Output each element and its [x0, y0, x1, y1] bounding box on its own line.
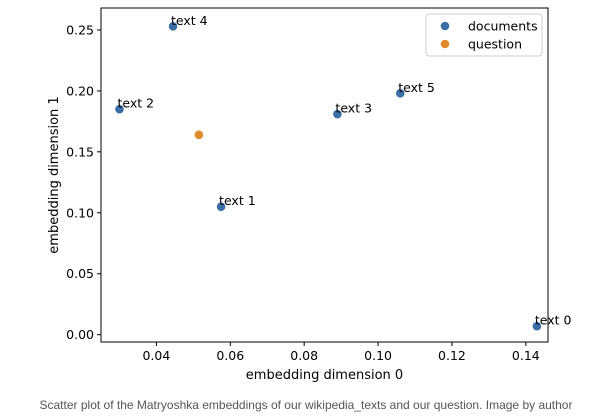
point-label: text 2	[117, 96, 154, 111]
scatter-chart: 0.04 0.06 0.08 0.10 0.12 0.14 0.00 0.05 0.10 0.15…	[47, 7, 572, 383]
documents-point	[532, 321, 542, 331]
y-tick-label: 0.05	[66, 266, 94, 281]
plot-layer: 0.04 0.06 0.08 0.10 0.12 0.14 0.00 0.05 0.10 0.15…	[66, 7, 572, 363]
y-tick-label: 0.10	[66, 205, 94, 220]
y-tick-label: 0.15	[66, 144, 94, 159]
documents-legend-marker	[440, 21, 450, 31]
x-tick-label: 0.10	[364, 348, 392, 363]
point-label: text 0	[535, 313, 572, 328]
documents-point	[168, 21, 178, 31]
documents-legend-label: documents	[468, 19, 538, 34]
point-label: text 3	[335, 101, 372, 116]
documents-point	[333, 109, 342, 119]
point-label: text 4	[171, 13, 208, 28]
y-axis-label: embedding dimension 1	[47, 96, 62, 253]
legend-box	[425, 13, 543, 57]
question-legend-label: question	[468, 37, 522, 52]
x-tick-label: 0.06	[216, 348, 244, 363]
y-tick-label: 0.20	[66, 83, 94, 98]
y-tick-label: 0.00	[66, 327, 94, 342]
question-legend-marker	[440, 39, 450, 49]
question-point	[194, 130, 204, 140]
point-label: text 5	[398, 80, 435, 95]
x-tick-label: 0.12	[438, 348, 466, 363]
x-axis-label: embedding dimension 0	[246, 368, 403, 383]
point-label: text 1	[219, 193, 256, 208]
x-tick-label: 0.08	[290, 348, 318, 363]
documents-point	[395, 89, 405, 98]
documents-point	[115, 104, 124, 114]
x-tick-label: 0.04	[142, 348, 170, 363]
documents-point	[216, 202, 226, 211]
y-tick-label: 0.25	[66, 22, 94, 37]
figure-caption: Scatter plot of the Matryoshka embedding…	[39, 398, 573, 412]
legend: documents question	[425, 13, 543, 57]
x-tick-label: 0.14	[512, 348, 540, 363]
plot-frame	[100, 7, 549, 343]
